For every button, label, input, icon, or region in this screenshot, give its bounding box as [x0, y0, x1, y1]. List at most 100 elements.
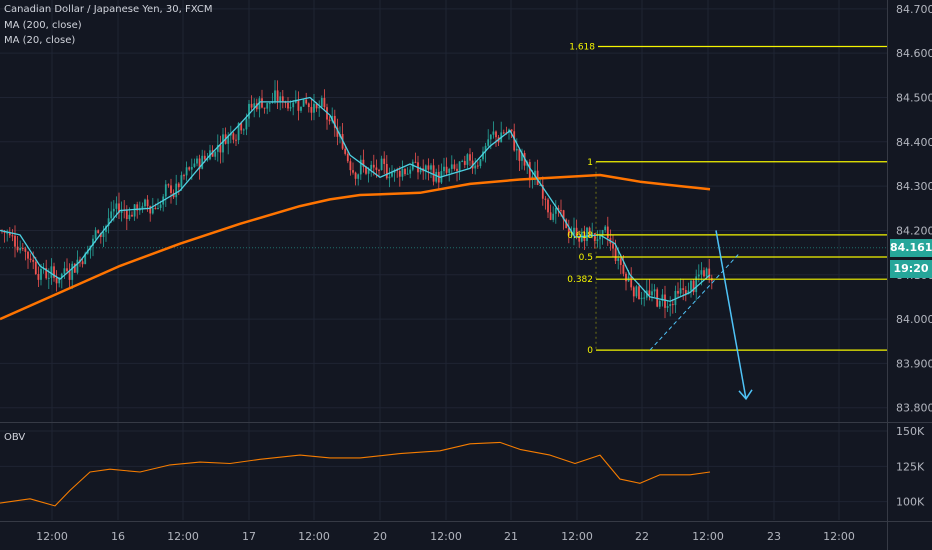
candle-body: [404, 168, 406, 175]
candle-body: [102, 231, 105, 237]
candle-body: [323, 98, 326, 108]
candle-body: [632, 287, 635, 297]
candle-body: [544, 198, 547, 200]
candle-body: [357, 174, 360, 179]
candle-body: [378, 169, 380, 171]
candle-body: [24, 248, 27, 252]
candle-body: [6, 232, 9, 234]
candle-body: [128, 214, 131, 220]
candle-body: [302, 99, 305, 107]
candle-body: [253, 103, 256, 108]
candle-body: [677, 290, 679, 294]
candle-body: [560, 210, 562, 212]
candle-body: [606, 226, 609, 239]
candle-body: [227, 135, 230, 144]
candle-body: [216, 145, 219, 152]
candle-body: [58, 277, 61, 284]
candle-body: [398, 170, 401, 177]
candle-body: [40, 268, 42, 280]
candle-body: [622, 264, 625, 274]
candle-body: [32, 259, 35, 262]
candle-body: [367, 169, 370, 174]
candle-body: [99, 232, 102, 237]
candle-body: [289, 107, 292, 109]
candle-body: [695, 276, 698, 293]
candle-body: [554, 208, 557, 214]
candle-body: [164, 184, 167, 197]
candle-body: [281, 96, 284, 102]
candle-body: [380, 158, 383, 171]
candle-body: [495, 131, 497, 138]
time-tick-label: 12:00: [692, 530, 724, 543]
candle-body: [697, 274, 700, 277]
candle-body: [315, 103, 318, 109]
candle-body: [274, 90, 276, 102]
time-tick-label: 23: [767, 530, 781, 543]
candle-body: [588, 227, 591, 237]
candle-body: [47, 277, 50, 279]
time-tick-label: 12:00: [167, 530, 199, 543]
candle-body: [700, 270, 703, 275]
time-tick-label: 17: [242, 530, 256, 543]
candle-body: [690, 280, 692, 291]
candle-body: [614, 248, 617, 261]
candle-body: [250, 103, 253, 108]
fib-level-label: 1: [587, 158, 593, 168]
candle-body: [573, 227, 575, 235]
candle-body: [240, 123, 243, 131]
time-tick-label: 12:00: [298, 530, 330, 543]
candle-body: [502, 132, 505, 134]
candle-body: [261, 98, 263, 108]
candle-body: [406, 173, 409, 175]
fib-level-label: 1.618: [569, 43, 595, 53]
time-tick-label: 22: [635, 530, 649, 543]
candle-body: [300, 106, 302, 111]
candle-body: [297, 99, 300, 111]
candle-body: [648, 290, 651, 296]
candle-body: [196, 158, 198, 164]
candle-body: [484, 145, 487, 152]
obv-tick-label: 125K: [896, 460, 925, 473]
candle-body: [206, 159, 209, 161]
candle-body: [591, 233, 594, 237]
candle-body: [638, 286, 640, 300]
candle-body: [466, 154, 469, 165]
candle-body: [372, 164, 375, 168]
candle-body: [424, 165, 427, 172]
candle-body: [328, 119, 331, 122]
candle-body: [482, 151, 484, 160]
price-tick-label: 84.300: [896, 180, 932, 193]
candle-body: [211, 150, 214, 157]
time-tick-label: 16: [111, 530, 125, 543]
candle-body: [53, 266, 55, 278]
candle-body: [232, 133, 235, 140]
candle-body: [63, 268, 66, 274]
candle-body: [141, 206, 144, 209]
obv-tick-label: 100K: [896, 496, 925, 509]
candle-body: [567, 228, 570, 236]
candle-body: [157, 207, 159, 210]
candle-body: [68, 271, 71, 280]
candle-body: [385, 163, 388, 179]
candle-body: [170, 185, 172, 193]
candle-body: [292, 102, 295, 108]
candle-body: [635, 286, 638, 297]
candle-body: [705, 268, 708, 277]
candle-body: [333, 115, 336, 128]
candle-body: [27, 251, 29, 259]
candle-body: [409, 169, 412, 174]
candle-body: [219, 145, 222, 153]
candle-body: [45, 268, 48, 279]
ma200-line: [0, 173, 711, 321]
candle-body: [235, 139, 237, 141]
candle-body: [185, 167, 188, 176]
candle-body: [450, 164, 453, 169]
candle-body: [81, 261, 84, 265]
price-tick-label: 84.600: [896, 47, 932, 60]
price-tick-label: 84.000: [896, 313, 932, 326]
ma200-legend: MA (200, close): [4, 20, 82, 31]
candle-body: [352, 170, 354, 173]
candle-body: [305, 99, 308, 104]
candle-body: [287, 102, 289, 109]
